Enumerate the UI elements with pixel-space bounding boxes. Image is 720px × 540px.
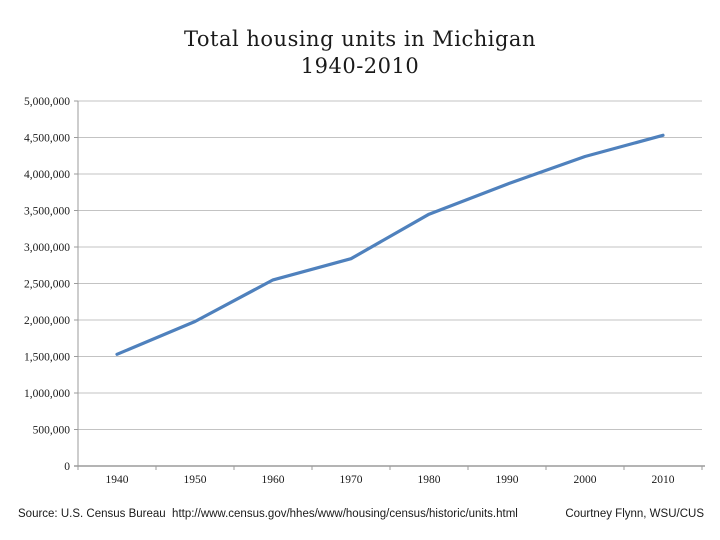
x-axis-label: 1950 xyxy=(184,474,207,486)
x-axis-label: 2000 xyxy=(574,474,597,486)
data-line-total-housing-units xyxy=(115,133,665,356)
gridlines xyxy=(78,100,702,430)
x-axis-label: 1960 xyxy=(262,474,285,486)
x-axis-label: 2010 xyxy=(652,474,675,486)
chart-title-line2: 1940-2010 xyxy=(300,54,420,78)
y-axis-label: 5,000,000 xyxy=(24,96,70,108)
y-axis-label: 500,000 xyxy=(33,425,71,437)
y-axis-label: 3,000,000 xyxy=(24,242,70,254)
y-axis-label: 0 xyxy=(64,461,70,473)
source-citation: Source: U.S. Census Bureau http://www.ce… xyxy=(18,508,518,520)
chart-title-line1: Total housing units in Michigan xyxy=(184,27,536,51)
y-axis-label: 1,500,000 xyxy=(24,352,70,364)
y-axis-label: 1,000,000 xyxy=(24,388,70,400)
chart-title: Total housing units in Michigan 1940-201… xyxy=(0,26,720,80)
y-axis-label: 2,000,000 xyxy=(24,315,70,327)
y-axis-label: 4,500,000 xyxy=(24,133,70,145)
x-axis-label: 1980 xyxy=(418,474,441,486)
x-axis-label: 1990 xyxy=(496,474,519,486)
author-credit: Courtney Flynn, WSU/CUS xyxy=(565,508,704,520)
y-axis-ticks xyxy=(74,100,78,467)
y-axis-labels: 0 500,000 1,000,000 1,500,000 2,000,000 2,500… xyxy=(24,96,70,473)
y-axis-label: 4,000,000 xyxy=(24,169,70,181)
y-axis-label: 3,500,000 xyxy=(24,206,70,218)
x-axis-label: 1940 xyxy=(106,474,129,486)
x-axis-labels: 1940 1950 1960 1970 1980 1990 2000 2010 xyxy=(106,474,675,486)
x-axis-ticks xyxy=(77,466,703,470)
x-axis-label: 1970 xyxy=(340,474,363,486)
y-axis-label: 2,500,000 xyxy=(24,279,70,291)
